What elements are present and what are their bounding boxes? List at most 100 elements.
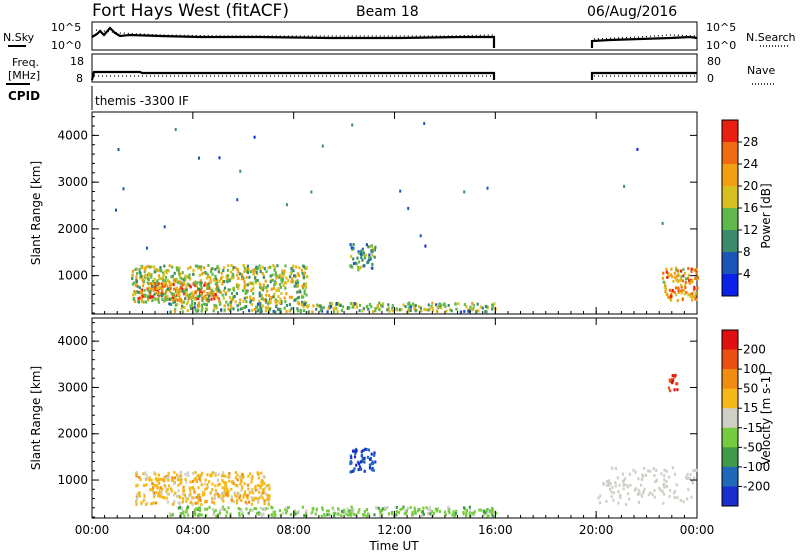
power-point bbox=[198, 156, 200, 160]
power-point bbox=[371, 262, 374, 266]
velocity-point bbox=[273, 510, 277, 514]
power-point bbox=[226, 268, 230, 272]
power-point bbox=[220, 277, 223, 281]
power-point bbox=[439, 302, 442, 306]
nsky-lo-label: 10^0 bbox=[51, 39, 81, 52]
velocity-point bbox=[265, 507, 268, 511]
power-point bbox=[671, 289, 674, 292]
power-point bbox=[196, 295, 199, 299]
velocity-point bbox=[622, 487, 625, 491]
power-point bbox=[246, 267, 249, 271]
power-point bbox=[636, 147, 639, 151]
colorbar-segment bbox=[722, 427, 738, 448]
power-point bbox=[166, 284, 169, 288]
velocity-point bbox=[623, 477, 627, 481]
velocity-point bbox=[261, 491, 264, 495]
power-point bbox=[419, 309, 422, 313]
power-point bbox=[222, 296, 225, 300]
velocity-point bbox=[647, 493, 650, 497]
velocity-point bbox=[177, 478, 180, 482]
power-point bbox=[676, 269, 679, 273]
velocity-point bbox=[230, 499, 233, 503]
velocity-point bbox=[357, 468, 360, 472]
power-point bbox=[166, 298, 169, 301]
power-point bbox=[166, 269, 169, 272]
velocity-point bbox=[181, 492, 184, 496]
power-point bbox=[193, 302, 196, 305]
power-point bbox=[329, 301, 332, 305]
velocity-point bbox=[230, 480, 234, 484]
power-point bbox=[301, 300, 304, 304]
power-point bbox=[140, 275, 143, 279]
power-point bbox=[292, 269, 295, 273]
power-point bbox=[680, 285, 683, 289]
velocity-point bbox=[208, 505, 211, 509]
power-point bbox=[280, 292, 283, 295]
velocity-point bbox=[349, 470, 352, 474]
velocity-point bbox=[185, 499, 188, 503]
velocity-point bbox=[465, 511, 468, 515]
velocity-point bbox=[663, 492, 666, 496]
power-point bbox=[285, 276, 288, 280]
power-point bbox=[150, 284, 154, 288]
power-point bbox=[696, 275, 699, 279]
power-point bbox=[675, 293, 678, 297]
power-point bbox=[147, 286, 151, 290]
velocity-point bbox=[663, 474, 666, 478]
power-point bbox=[296, 290, 299, 294]
power-point bbox=[169, 284, 172, 288]
power-point bbox=[684, 281, 687, 284]
power-point bbox=[265, 300, 268, 304]
velocity-point bbox=[241, 486, 244, 490]
power-point bbox=[170, 291, 173, 295]
velocity-point bbox=[189, 488, 192, 492]
power-point bbox=[199, 284, 202, 288]
power-point bbox=[679, 277, 682, 281]
power-point bbox=[230, 276, 233, 280]
power-point bbox=[258, 291, 261, 295]
velocity-point bbox=[372, 468, 375, 472]
power-point bbox=[407, 309, 410, 313]
velocity-point bbox=[225, 493, 228, 497]
power-point bbox=[249, 300, 252, 304]
power-point bbox=[189, 265, 192, 269]
freq-strip: Freq. [MHz] 18 8 80 0 Nave bbox=[6, 53, 776, 85]
power-point bbox=[217, 288, 220, 292]
velocity-point bbox=[397, 511, 400, 515]
power-point bbox=[243, 266, 246, 270]
power-point bbox=[160, 290, 164, 293]
velocity-point bbox=[263, 499, 266, 503]
velocity-point bbox=[142, 499, 145, 503]
velocity-point bbox=[378, 509, 382, 512]
power-point bbox=[237, 277, 240, 280]
colorbar-tick-label: -50 bbox=[743, 440, 763, 454]
power-point bbox=[217, 297, 220, 301]
velocity-point bbox=[618, 483, 621, 487]
power-point bbox=[131, 269, 135, 273]
power-point bbox=[442, 303, 445, 307]
power-point bbox=[135, 280, 138, 284]
power-point bbox=[253, 308, 257, 311]
velocity-point bbox=[170, 478, 173, 482]
velocity-point bbox=[371, 461, 375, 465]
power-point bbox=[133, 281, 136, 285]
velocity-point bbox=[432, 511, 435, 515]
velocity-point bbox=[608, 481, 611, 485]
velocity-point bbox=[180, 474, 183, 478]
power-point bbox=[174, 297, 177, 301]
power-point bbox=[280, 280, 283, 284]
velocity-point bbox=[614, 467, 617, 470]
power-point bbox=[158, 294, 161, 298]
velocity-point bbox=[195, 496, 198, 499]
power-point bbox=[232, 265, 235, 269]
power-point bbox=[148, 281, 151, 285]
power-point bbox=[355, 305, 358, 309]
colorbar-tick-label: 100 bbox=[743, 362, 766, 376]
power-point bbox=[225, 275, 228, 279]
power-point bbox=[269, 274, 272, 278]
velocity-point bbox=[328, 513, 331, 517]
power-point bbox=[223, 266, 226, 270]
power-point bbox=[217, 270, 220, 274]
velocity-x-axis: 00:00 04:00 08:00 12:00 16:00 20:00 00:00 bbox=[75, 318, 714, 537]
velocity-point bbox=[676, 496, 679, 500]
